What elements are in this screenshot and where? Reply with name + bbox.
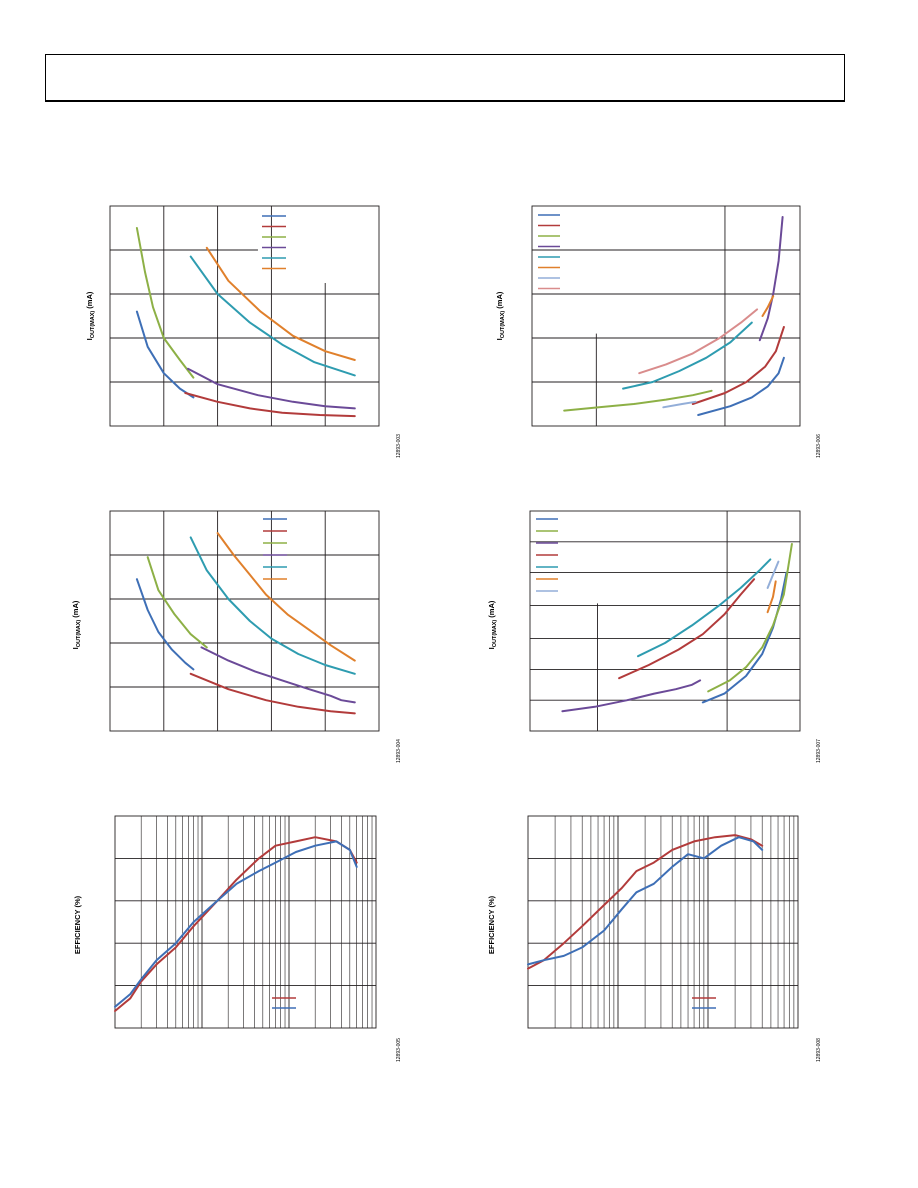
grid — [115, 816, 376, 1028]
y-axis-label: IOUT(MAX) (mA) — [495, 291, 506, 340]
series-line-orange — [766, 580, 777, 614]
series-line-green — [135, 227, 195, 379]
chart-2: IOUT(MAX) (mA) 12893-006 — [495, 205, 822, 458]
plot-frame — [114, 815, 377, 1029]
grid — [110, 206, 379, 426]
series-line-lightblue — [662, 400, 697, 409]
series-line-teal — [189, 536, 356, 675]
plot-frame — [109, 205, 380, 427]
y-axis-label: EFFICIENCY (%) — [73, 895, 82, 954]
plot-frame — [531, 205, 801, 427]
series-line-purple — [187, 367, 356, 410]
series-line-blue — [135, 578, 195, 671]
legend — [692, 997, 716, 1009]
series-line-red — [184, 392, 356, 418]
series-line-orange — [761, 295, 775, 317]
grid — [532, 206, 800, 426]
series-line-blue — [527, 836, 764, 966]
legend — [538, 214, 560, 290]
series-line-teal — [637, 558, 772, 658]
chart-6-panel: EFFICIENCY (%) 12893-008 — [480, 800, 830, 1070]
series-line-red — [691, 326, 785, 405]
page-header-box — [45, 54, 845, 102]
series-line-green — [146, 556, 208, 649]
grid — [528, 816, 798, 1028]
chart-5: EFFICIENCY (%) 12893-005 — [73, 815, 402, 1062]
legend — [262, 215, 286, 270]
legend — [263, 518, 287, 580]
chart-1: IOUT(MAX) (mA) 12893-003 — [85, 205, 402, 458]
series-line-orange — [216, 532, 356, 662]
series-line-orange — [205, 246, 356, 361]
plot-frame — [527, 815, 799, 1029]
series-line-blue — [697, 356, 785, 416]
series-line-purple — [758, 216, 784, 342]
series-line-red — [114, 836, 358, 1012]
series-line-blue — [135, 310, 195, 399]
figure-id: 12893-008 — [816, 1038, 822, 1062]
y-axis-label: IOUT(MAX) (mA) — [71, 600, 82, 649]
series-line-green — [563, 389, 713, 412]
y-axis-label: IOUT(MAX) (mA) — [487, 600, 498, 649]
plot-frame — [109, 510, 380, 732]
grid — [530, 511, 800, 731]
legend — [536, 518, 558, 592]
figure-id: 12893-003 — [396, 434, 402, 458]
plot-frame — [529, 510, 801, 732]
y-axis-label: IOUT(MAX) (mA) — [85, 291, 96, 340]
chart-5-panel: EFFICIENCY (%) 12893-005 — [70, 800, 410, 1070]
series-line-lightblue — [766, 560, 780, 589]
figure-id: 12893-006 — [816, 434, 822, 458]
series-line-blue — [114, 840, 358, 1008]
figure-id: 12893-005 — [396, 1038, 402, 1062]
y-axis-label: EFFICIENCY (%) — [487, 895, 496, 954]
series-line-pink — [638, 308, 759, 375]
figure-id: 12893-004 — [396, 739, 402, 763]
series-line-red — [527, 834, 764, 970]
chart-6: EFFICIENCY (%) 12893-008 — [487, 815, 822, 1062]
legend — [272, 997, 296, 1009]
series-line-red — [618, 578, 756, 680]
series-line-blue — [701, 571, 788, 704]
series-line-purple — [200, 646, 356, 704]
series-line-purple — [561, 679, 702, 713]
chart-3: IOUT(MAX) (mA) 12893-004 — [71, 510, 402, 763]
figure-id: 12893-007 — [816, 739, 822, 763]
chart-3-panel: IOUT(MAX) (mA) 12893-004 — [70, 495, 410, 775]
series-line-red — [189, 672, 356, 715]
grid — [110, 511, 379, 731]
chart-1-panel: IOUT(MAX) (mA) 12893-003 — [80, 190, 410, 470]
chart-2-panel: IOUT(MAX) (mA) 12893-006 — [490, 190, 830, 470]
series-line-teal — [622, 321, 753, 390]
chart-4-panel: IOUT(MAX) (mA) 12893-007 — [480, 495, 830, 775]
chart-4: IOUT(MAX) (mA) 12893-007 — [487, 510, 822, 763]
series-line-teal — [189, 255, 356, 377]
series-line-green — [707, 543, 793, 693]
